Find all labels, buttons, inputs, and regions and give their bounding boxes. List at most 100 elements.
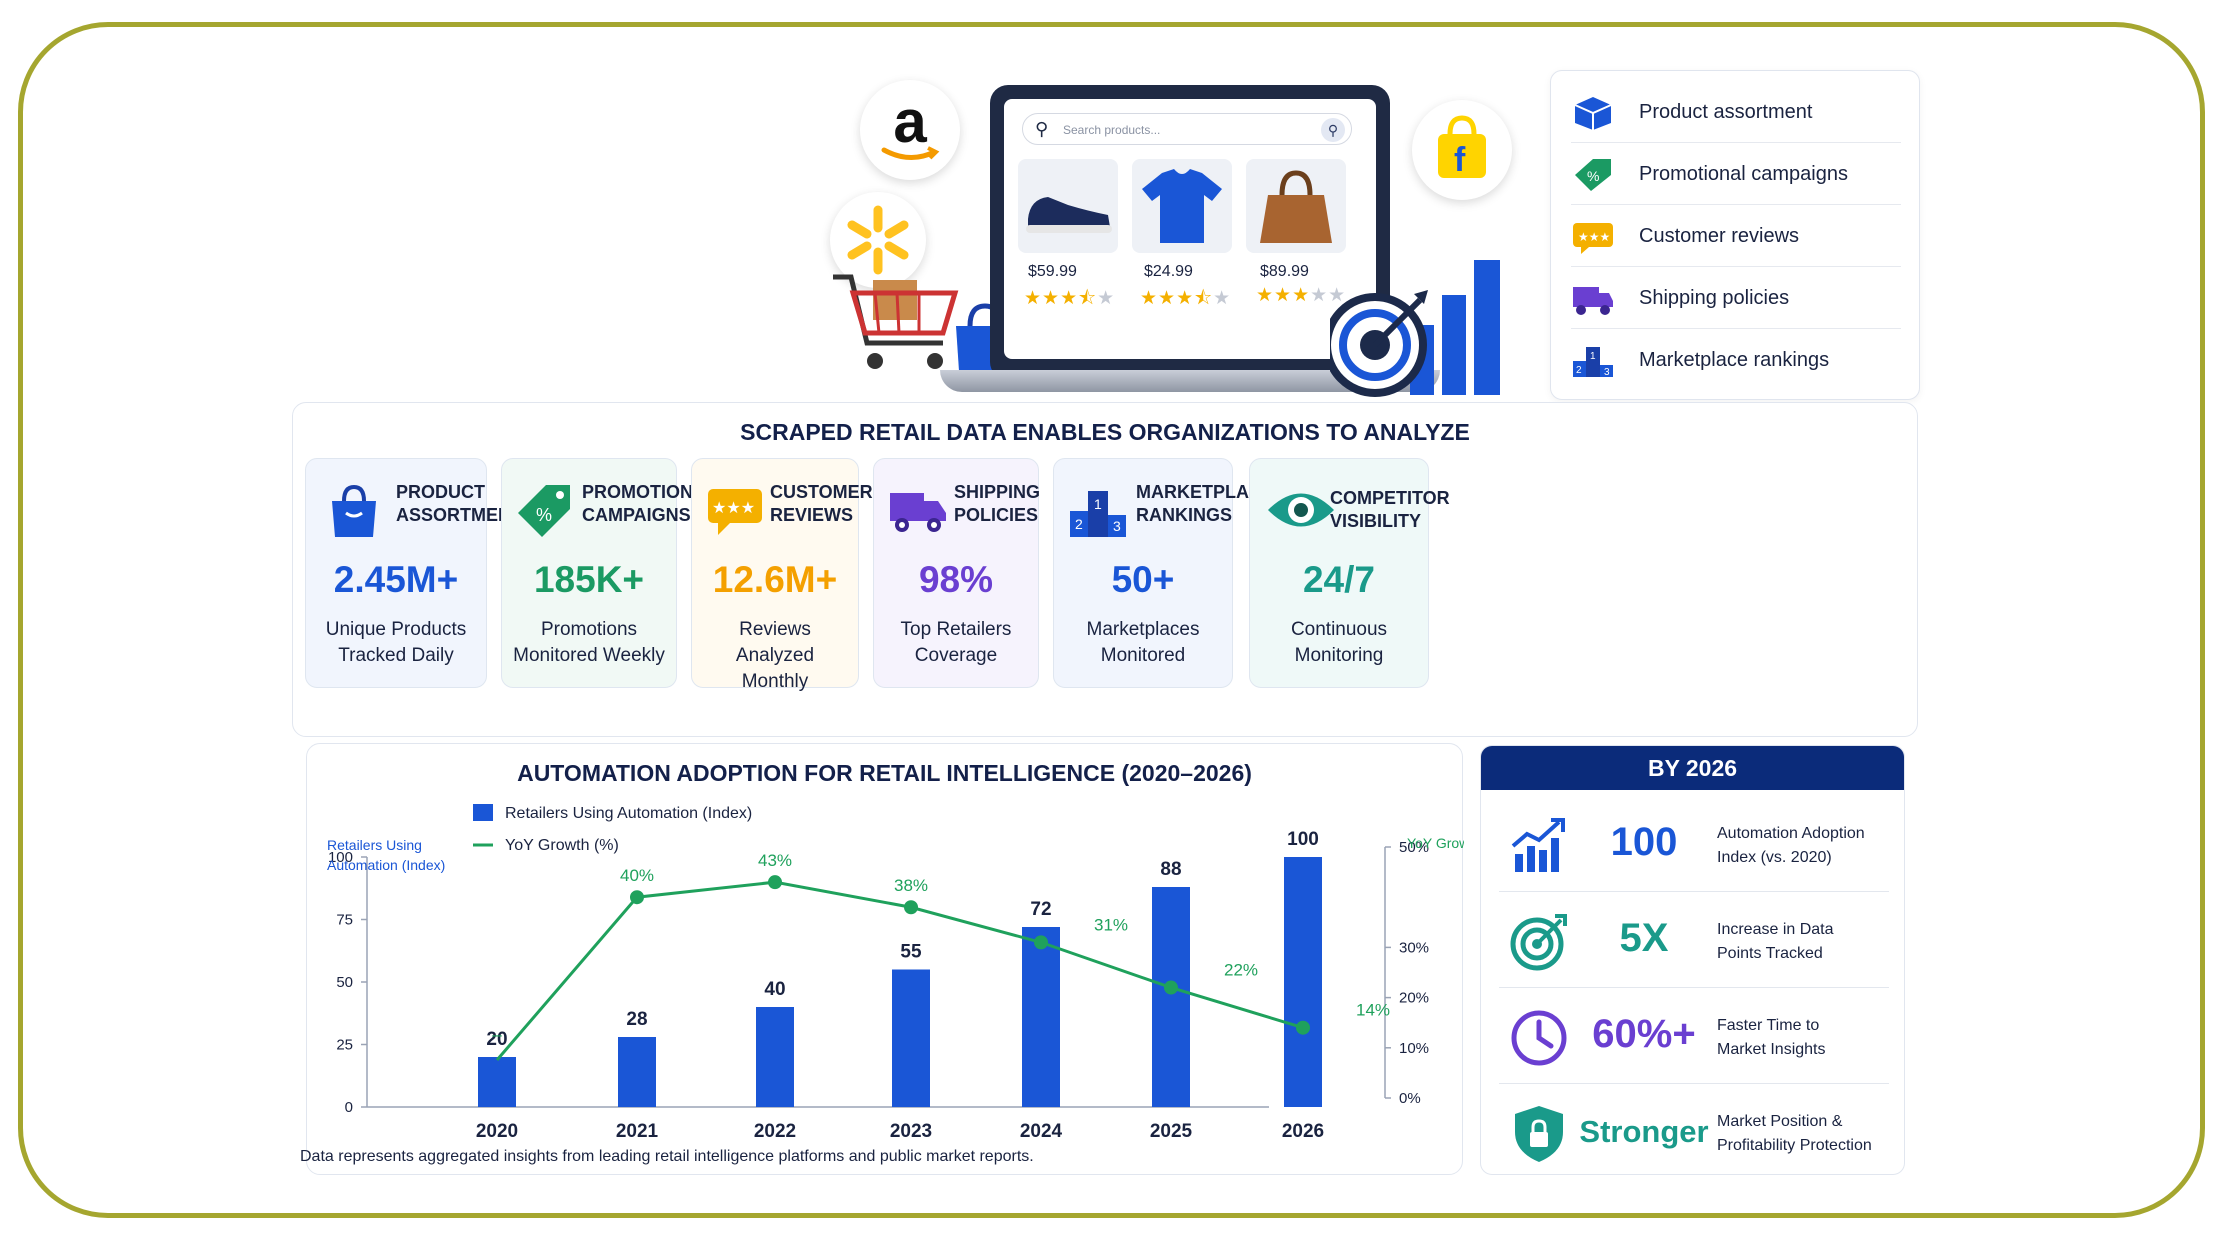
shopping-cart-icon xyxy=(833,274,959,369)
podium-icon: 12 3 xyxy=(1070,491,1126,537)
search-button[interactable]: ⚲ xyxy=(1321,118,1345,142)
right-tick-label: 20% xyxy=(1399,990,1429,1007)
card-title: MARKETPLACE RANKINGS xyxy=(1136,482,1274,525)
x-tick-label: 2021 xyxy=(616,1121,659,1142)
svg-text:3: 3 xyxy=(1113,518,1121,534)
summary-description: Increase in Data Points Tracked xyxy=(1717,921,1834,962)
summary-title: BY 2026 xyxy=(1481,746,1904,790)
bar-2022 xyxy=(756,1007,794,1107)
product-price: $89.99 xyxy=(1260,263,1309,280)
laptop-base xyxy=(940,370,1440,392)
left-tick-label: 100 xyxy=(328,849,353,866)
product-rating-stars: ★★★⯪★ xyxy=(1024,288,1116,309)
svg-text:1: 1 xyxy=(1590,351,1596,362)
card-value: 98% xyxy=(918,559,994,600)
bar-value-label: 28 xyxy=(626,1009,647,1030)
bar-2026 xyxy=(1284,857,1322,1107)
x-tick-label: 2020 xyxy=(476,1121,518,1142)
card-title: SHIPPING POLICIES xyxy=(954,482,1041,525)
flipkart-logo: f xyxy=(1412,100,1512,200)
target-growth-icon xyxy=(1330,260,1500,397)
feature-item-product-assortment: Product assortment xyxy=(1571,81,1901,143)
card-title: PROMOTIONAL CAMPAIGNS xyxy=(582,482,717,525)
summary-row-market-position: Stronger Market Position & Profitability … xyxy=(1499,1084,1889,1174)
card-shipping-policies: SHIPPING POLICIES 98% Top Retailers Cover… xyxy=(873,458,1040,688)
podium-icon: 12 3 xyxy=(1573,347,1613,378)
bar-value-label: 55 xyxy=(900,942,922,963)
right-tick-label: 30% xyxy=(1399,939,1429,956)
summary-row-time-to-insight: 60%+ Faster Time to Market Insights xyxy=(1499,988,1889,1084)
walmart-logo xyxy=(830,192,926,288)
yoy-point-2021 xyxy=(630,890,644,905)
left-tick-label: 25 xyxy=(336,1037,353,1054)
product-rating-stars: ★★★★★ xyxy=(1256,285,1347,306)
target-icon xyxy=(1510,914,1567,971)
cube-icon xyxy=(1574,97,1612,130)
product-thumb-handbag[interactable] xyxy=(1246,159,1346,253)
x-tick-label: 2026 xyxy=(1282,1121,1324,1142)
product-search-input[interactable]: ⚲ Search products... ⚲ xyxy=(1022,113,1352,145)
bar-value-label: 20 xyxy=(486,1029,507,1050)
card-title: CUSTOMER REVIEWS xyxy=(770,482,873,525)
chart-title: AUTOMATION ADOPTION FOR RETAIL INTELLIGE… xyxy=(517,760,1252,786)
yoy-value-label: 22% xyxy=(1224,961,1258,980)
right-tick-label: 50% xyxy=(1399,839,1429,856)
yoy-value-label: – xyxy=(492,1025,502,1044)
truck-icon xyxy=(1573,287,1613,315)
summary-value: 100 xyxy=(1610,820,1678,864)
handbag-icon xyxy=(1260,170,1332,243)
tag-icon: % xyxy=(1575,159,1611,191)
left-axis-label: Automation (Index) xyxy=(327,857,445,873)
tshirt-icon xyxy=(1142,169,1222,243)
x-tick-label: 2024 xyxy=(1020,1121,1063,1142)
tag-icon: % xyxy=(518,485,570,537)
summary-value: Stronger xyxy=(1579,1114,1709,1149)
bar-value-label: 88 xyxy=(1160,859,1181,880)
left-tick-label: 0 xyxy=(345,1099,353,1116)
growth-chart-icon xyxy=(1511,818,1565,872)
yoy-value-label: 38% xyxy=(894,876,928,895)
svg-text:%: % xyxy=(536,505,552,525)
card-subtitle: Marketplaces Monitored xyxy=(1086,619,1200,666)
card-title: PRODUCT ASSORTMENT xyxy=(396,482,522,525)
svg-text:f: f xyxy=(1454,141,1466,179)
product-price: $24.99 xyxy=(1144,263,1193,280)
yoy-point-2024 xyxy=(1034,935,1048,950)
summary-description: Automation Adoption Index (vs. 2020) xyxy=(1717,825,1865,866)
bar-2020 xyxy=(478,1057,516,1107)
card-value: 185K+ xyxy=(533,559,645,600)
card-customer-reviews: ★★★ CUSTOMER REVIEWS 12.6M+ Reviews Anal… xyxy=(691,458,873,692)
product-thumb-tshirt[interactable] xyxy=(1132,159,1232,253)
product-rating-stars: ★★★⯪★ xyxy=(1140,288,1232,309)
x-tick-label: 2023 xyxy=(890,1121,932,1142)
shield-lock-icon xyxy=(1515,1106,1563,1162)
sneaker-icon xyxy=(1026,197,1112,233)
feature-item-customer-reviews: ★★★ Customer reviews xyxy=(1571,205,1901,267)
svg-text:2: 2 xyxy=(1075,516,1083,532)
left-tick-label: 75 xyxy=(336,912,353,929)
card-subtitle: Unique Products Tracked Daily xyxy=(325,619,467,666)
card-title: COMPETITOR VISIBILITY xyxy=(1330,488,1450,531)
yoy-point-2026 xyxy=(1296,1020,1310,1035)
yoy-point-2025 xyxy=(1164,980,1178,995)
card-subtitle: Continuous Monitoring xyxy=(1290,619,1388,666)
product-thumb-sneaker[interactable] xyxy=(1018,159,1118,253)
svg-text:★★★: ★★★ xyxy=(712,498,755,517)
right-tick-label: 0% xyxy=(1399,1090,1421,1107)
summary-value: 5X xyxy=(1619,916,1669,960)
truck-icon xyxy=(890,493,946,532)
left-tick-label: 50 xyxy=(336,974,353,991)
card-subtitle: Promotions Monitored Weekly xyxy=(513,619,665,666)
summary-description: Market Position & Profitability Protectio… xyxy=(1717,1113,1872,1154)
product-price: $59.99 xyxy=(1028,263,1077,280)
right-tick-label: 10% xyxy=(1399,1040,1429,1057)
card-competitor-visibility: COMPETITOR VISIBILITY 24/7 Continuous Mon… xyxy=(1249,458,1450,688)
infographic: a f xyxy=(250,40,1980,1190)
search-icon: ⚲ xyxy=(1035,119,1049,139)
right-axis-label: YoY Growth (%) xyxy=(1407,835,1464,851)
card-value: 12.6M+ xyxy=(712,559,838,600)
yoy-value-label: 40% xyxy=(620,866,654,885)
svg-text:2: 2 xyxy=(1576,365,1582,376)
legend-label-line: YoY Growth (%) xyxy=(505,837,619,854)
x-tick-label: 2022 xyxy=(754,1121,796,1142)
